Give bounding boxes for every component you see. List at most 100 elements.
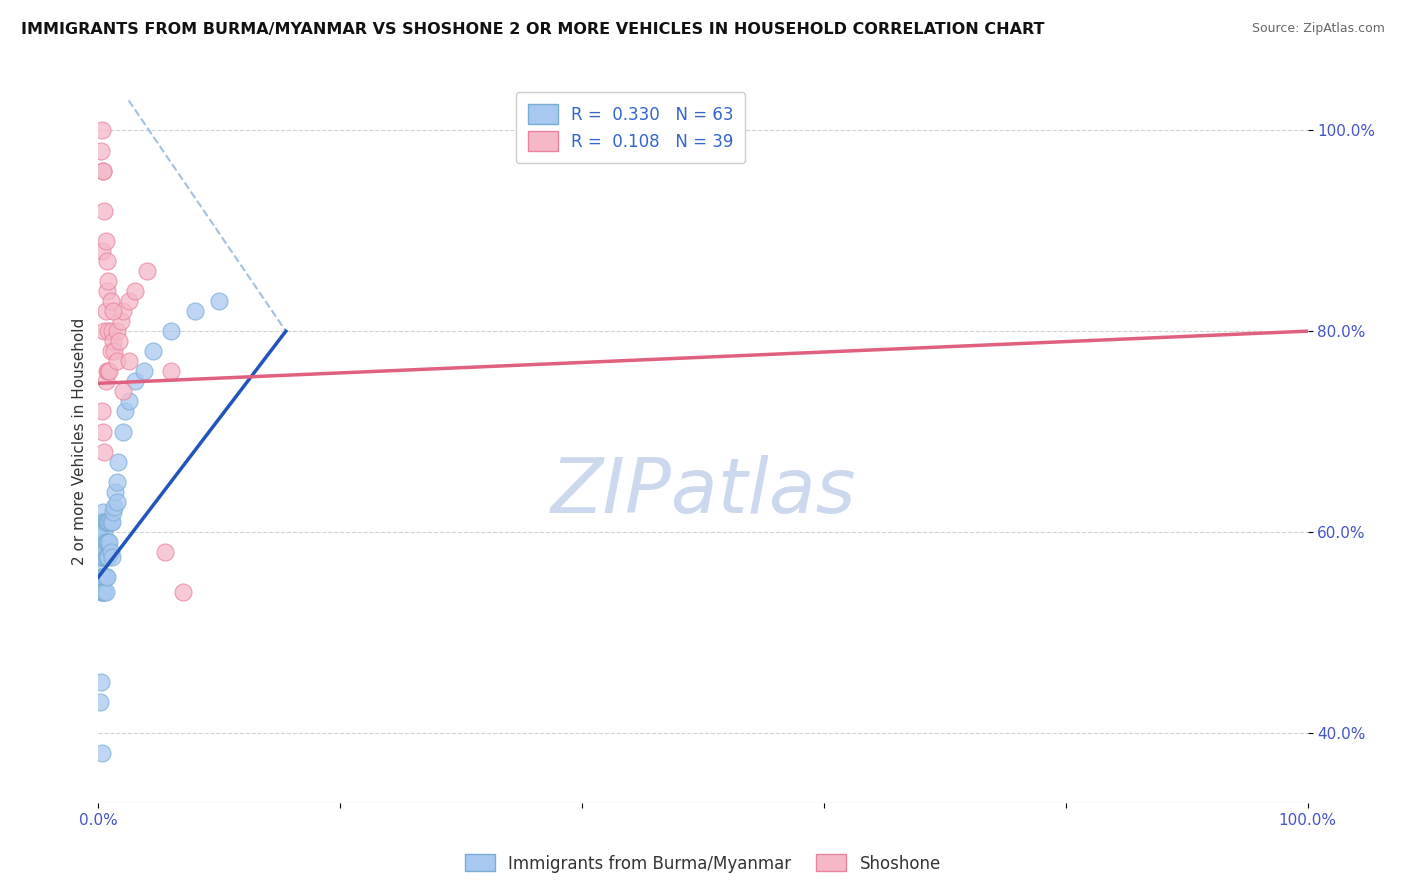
Point: [105, 475, 128, 489]
Point: [91, 549, 114, 564]
Point: [90, 549, 112, 564]
Point: [97, 549, 120, 564]
Point: [124, 284, 146, 298]
Point: [91, 524, 114, 539]
Point: [91, 570, 114, 584]
Point: [100, 545, 122, 559]
Point: [89, 696, 111, 710]
Point: [96, 515, 118, 529]
Point: [94, 515, 117, 529]
Point: [93, 444, 115, 458]
Point: [90, 675, 112, 690]
Point: [96, 364, 118, 378]
Point: [94, 570, 117, 584]
Point: [153, 545, 176, 559]
Point: [118, 354, 141, 368]
Point: [184, 304, 207, 318]
Point: [93, 203, 115, 218]
Point: [90, 144, 112, 158]
Point: [91, 515, 114, 529]
Point: [97, 324, 120, 338]
Point: [93, 324, 115, 338]
Point: [104, 484, 127, 499]
Point: [98, 534, 121, 549]
Point: [93, 515, 115, 529]
Point: [135, 264, 157, 278]
Point: [91, 515, 114, 529]
Point: [94, 374, 117, 388]
Point: [172, 585, 194, 599]
Point: [101, 334, 124, 348]
Point: [100, 293, 122, 308]
Point: [93, 570, 115, 584]
Point: [93, 545, 115, 559]
Point: [91, 425, 114, 439]
Point: [111, 425, 134, 439]
Point: [93, 585, 115, 599]
Point: [111, 304, 134, 318]
Point: [103, 500, 125, 514]
Point: [90, 534, 112, 549]
Point: [91, 549, 114, 564]
Point: [124, 374, 146, 388]
Point: [91, 123, 114, 137]
Point: [94, 304, 117, 318]
Point: [91, 570, 114, 584]
Point: [142, 344, 165, 359]
Point: [107, 454, 129, 468]
Point: [91, 746, 114, 760]
Point: [103, 344, 125, 359]
Point: [89, 530, 111, 544]
Point: [105, 324, 128, 338]
Point: [93, 534, 115, 549]
Point: [105, 354, 128, 368]
Point: [160, 364, 183, 378]
Point: [91, 534, 114, 549]
Point: [160, 324, 183, 338]
Point: [114, 404, 136, 418]
Point: [100, 515, 122, 529]
Point: [108, 334, 131, 348]
Point: [110, 314, 132, 328]
Point: [101, 505, 124, 519]
Point: [94, 549, 117, 564]
Text: ZIPatlas: ZIPatlas: [550, 455, 856, 529]
Point: [118, 394, 141, 409]
Point: [91, 505, 114, 519]
Point: [91, 244, 114, 258]
Point: [90, 515, 112, 529]
Point: [134, 364, 156, 378]
Point: [208, 293, 231, 308]
Point: [97, 534, 120, 549]
Point: [100, 515, 122, 529]
Point: [96, 534, 118, 549]
Point: [100, 549, 122, 564]
Point: [89, 565, 111, 579]
Point: [91, 404, 114, 418]
Point: [91, 534, 114, 549]
Text: Source: ZipAtlas.com: Source: ZipAtlas.com: [1251, 22, 1385, 36]
Point: [90, 585, 112, 599]
Point: [100, 324, 122, 338]
Point: [98, 515, 121, 529]
Point: [118, 293, 141, 308]
Point: [93, 524, 115, 539]
Legend: R =  0.330   N = 63, R =  0.108   N = 39: R = 0.330 N = 63, R = 0.108 N = 39: [516, 92, 745, 163]
Point: [96, 570, 118, 584]
Point: [94, 234, 117, 248]
Point: [98, 364, 121, 378]
Point: [91, 163, 114, 178]
Point: [94, 534, 117, 549]
Point: [91, 163, 114, 178]
Point: [111, 384, 134, 399]
Point: [97, 274, 120, 288]
Text: IMMIGRANTS FROM BURMA/MYANMAR VS SHOSHONE 2 OR MORE VEHICLES IN HOUSEHOLD CORREL: IMMIGRANTS FROM BURMA/MYANMAR VS SHOSHON…: [21, 22, 1045, 37]
Point: [101, 304, 124, 318]
Legend: Immigrants from Burma/Myanmar, Shoshone: Immigrants from Burma/Myanmar, Shoshone: [458, 847, 948, 880]
Point: [93, 549, 115, 564]
Point: [94, 585, 117, 599]
Y-axis label: 2 or more Vehicles in Household: 2 or more Vehicles in Household: [72, 318, 87, 566]
Point: [90, 570, 112, 584]
Point: [91, 585, 114, 599]
Point: [105, 494, 128, 508]
